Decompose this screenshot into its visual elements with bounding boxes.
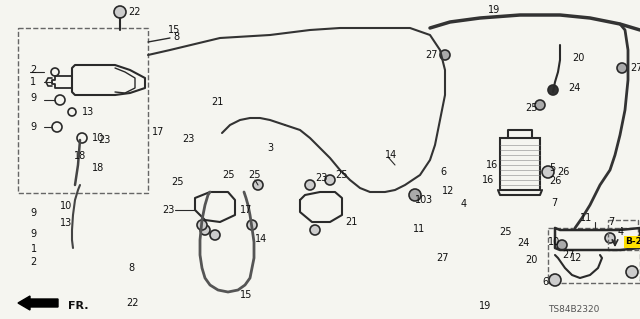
Text: 19: 19 (479, 301, 491, 311)
Text: 9: 9 (31, 208, 37, 218)
Circle shape (617, 63, 627, 73)
Text: 17: 17 (240, 205, 252, 215)
Text: 23: 23 (162, 205, 174, 215)
Circle shape (253, 180, 263, 190)
Text: 3: 3 (425, 195, 431, 205)
Text: 22: 22 (128, 7, 141, 17)
Text: 5: 5 (549, 163, 556, 174)
Text: 11: 11 (580, 213, 592, 223)
Circle shape (626, 266, 638, 278)
Text: 4: 4 (461, 198, 467, 209)
Text: 22: 22 (127, 298, 140, 308)
Circle shape (409, 189, 421, 201)
Text: 18: 18 (92, 163, 104, 173)
Bar (548, 228, 640, 283)
Circle shape (549, 274, 561, 286)
Text: 27: 27 (630, 63, 640, 73)
Text: 15: 15 (168, 25, 180, 35)
Text: 10: 10 (92, 133, 104, 143)
Text: 12: 12 (570, 253, 582, 263)
Text: 8: 8 (128, 263, 134, 273)
Text: FR.: FR. (68, 301, 88, 311)
Text: 17: 17 (152, 127, 164, 137)
Text: 5: 5 (638, 273, 640, 283)
Circle shape (440, 50, 450, 60)
Text: 25: 25 (335, 170, 348, 180)
Text: 25: 25 (499, 227, 512, 237)
Text: 10: 10 (60, 201, 72, 211)
Text: 25: 25 (248, 170, 260, 180)
Text: 21: 21 (211, 97, 223, 107)
Circle shape (247, 220, 257, 230)
Circle shape (310, 225, 320, 235)
Text: 1: 1 (31, 244, 37, 254)
Circle shape (542, 166, 554, 178)
Text: 6: 6 (542, 277, 548, 287)
Text: 25: 25 (172, 177, 184, 187)
Text: 13: 13 (60, 218, 72, 228)
Text: 9: 9 (31, 229, 37, 240)
Circle shape (605, 233, 615, 243)
Bar (18, 28, 148, 193)
Circle shape (197, 220, 207, 230)
Text: TS84B2320: TS84B2320 (548, 306, 600, 315)
Bar (608, 220, 638, 250)
Text: 16: 16 (482, 175, 494, 185)
Text: 14: 14 (255, 234, 267, 244)
Text: 23: 23 (182, 134, 195, 144)
Text: 7: 7 (608, 217, 614, 227)
Text: 10: 10 (548, 237, 560, 247)
Text: 26: 26 (549, 176, 561, 186)
Text: 14: 14 (385, 150, 397, 160)
Text: 21: 21 (345, 217, 357, 227)
Circle shape (535, 100, 545, 110)
Text: 2: 2 (30, 65, 36, 75)
Text: 20: 20 (525, 255, 537, 265)
Circle shape (548, 85, 558, 95)
Text: 25: 25 (525, 103, 538, 113)
Text: 11: 11 (413, 224, 425, 234)
Text: 18: 18 (74, 151, 86, 161)
FancyArrow shape (18, 296, 58, 310)
Text: 23: 23 (315, 173, 328, 183)
Text: 19: 19 (488, 5, 500, 15)
Text: 1: 1 (30, 77, 36, 87)
Text: 12: 12 (442, 186, 454, 196)
Text: 4: 4 (618, 227, 624, 237)
Text: 24: 24 (568, 83, 580, 93)
Text: 15: 15 (240, 290, 252, 300)
Circle shape (305, 180, 315, 190)
Text: 25: 25 (223, 170, 236, 180)
Text: 6: 6 (440, 167, 447, 177)
Text: 7: 7 (552, 197, 558, 208)
Text: 3: 3 (268, 143, 274, 153)
Text: 8: 8 (173, 32, 179, 42)
Text: 10: 10 (415, 195, 427, 205)
Text: 2: 2 (31, 256, 37, 267)
Circle shape (557, 240, 567, 250)
Circle shape (325, 175, 335, 185)
Text: 23: 23 (98, 135, 110, 145)
Text: 24: 24 (517, 238, 529, 248)
Bar (500, 138, 540, 190)
Circle shape (114, 6, 126, 18)
Text: 20: 20 (572, 53, 584, 63)
Text: 9: 9 (30, 122, 36, 132)
Text: 9: 9 (30, 93, 36, 103)
Circle shape (210, 230, 220, 240)
Text: 27: 27 (562, 250, 575, 260)
Text: 16: 16 (486, 160, 499, 170)
Text: B-23: B-23 (625, 238, 640, 247)
Text: 27: 27 (425, 50, 438, 60)
Circle shape (200, 225, 210, 235)
Text: 26: 26 (557, 167, 570, 177)
Text: 27: 27 (436, 253, 449, 263)
Text: 13: 13 (82, 107, 94, 117)
